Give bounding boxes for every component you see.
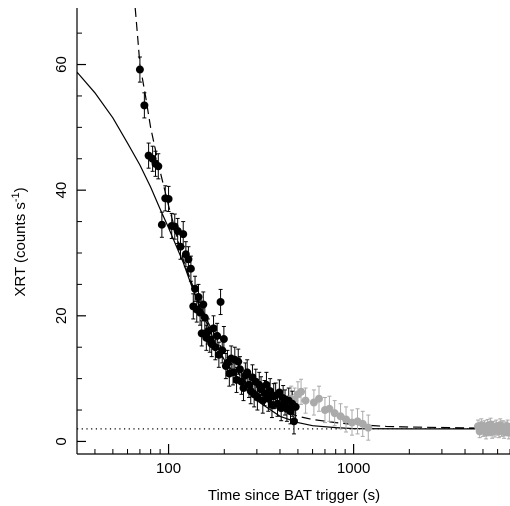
data-points xyxy=(135,65,510,437)
grey-data-point xyxy=(314,394,323,403)
y-tick-label: 60 xyxy=(53,56,70,73)
black-data-point xyxy=(209,324,218,333)
black-data-point xyxy=(213,331,222,340)
black-data-point xyxy=(184,255,193,264)
y-tick-label: 40 xyxy=(53,182,70,199)
black-data-point xyxy=(154,162,163,171)
x-tick-label: 100 xyxy=(156,460,181,477)
grey-data-point xyxy=(342,415,351,424)
grey-data-point xyxy=(297,387,306,396)
black-data-point xyxy=(237,377,246,386)
black-data-point xyxy=(199,300,208,309)
black-data-point xyxy=(200,313,209,322)
black-data-point xyxy=(218,346,227,355)
black-data-point xyxy=(235,365,244,374)
black-data-point xyxy=(176,242,185,251)
black-data-point xyxy=(291,402,300,411)
black-data-point xyxy=(244,380,253,389)
plot-area xyxy=(77,8,510,441)
black-data-point xyxy=(135,65,144,74)
y-axis-label: XRT (counts s-1) xyxy=(10,187,29,296)
grey-data-point xyxy=(330,409,339,418)
black-data-point xyxy=(196,308,205,317)
dashed-model-curve xyxy=(134,8,510,429)
grey-data-point xyxy=(325,404,334,413)
black-data-point xyxy=(157,220,166,229)
black-data-point xyxy=(191,284,200,293)
black-data-point xyxy=(275,388,284,397)
black-data-point xyxy=(219,335,228,344)
axes xyxy=(76,8,510,455)
grey-data-point xyxy=(364,423,373,432)
black-data-point xyxy=(211,343,220,352)
grey-data-point xyxy=(504,428,510,437)
grey-data-point xyxy=(301,396,310,405)
grey-data-point xyxy=(503,422,510,431)
black-data-point xyxy=(289,417,298,426)
y-axis-label-text: XRT (counts s xyxy=(12,202,29,296)
black-data-point xyxy=(234,357,243,366)
y-tick-label: 0 xyxy=(53,437,70,445)
black-data-point xyxy=(164,194,173,203)
y-tick-label: 20 xyxy=(53,307,70,324)
y-axis-label-suffix: ) xyxy=(12,187,29,192)
y-axis-label-exponent: -1 xyxy=(10,192,22,202)
black-data-point xyxy=(216,297,225,306)
black-data-point xyxy=(262,380,271,389)
x-axis-label: Time since BAT trigger (s) xyxy=(208,487,380,504)
black-data-point xyxy=(179,230,188,239)
black-data-point xyxy=(186,264,195,273)
black-data-point xyxy=(194,292,203,301)
black-data-point xyxy=(243,368,252,377)
x-tick-label: 1000 xyxy=(337,460,370,477)
tick-labels: 0 20 40 60 100 1000 xyxy=(53,56,370,477)
black-data-point xyxy=(140,101,149,110)
black-data-point xyxy=(229,368,238,377)
